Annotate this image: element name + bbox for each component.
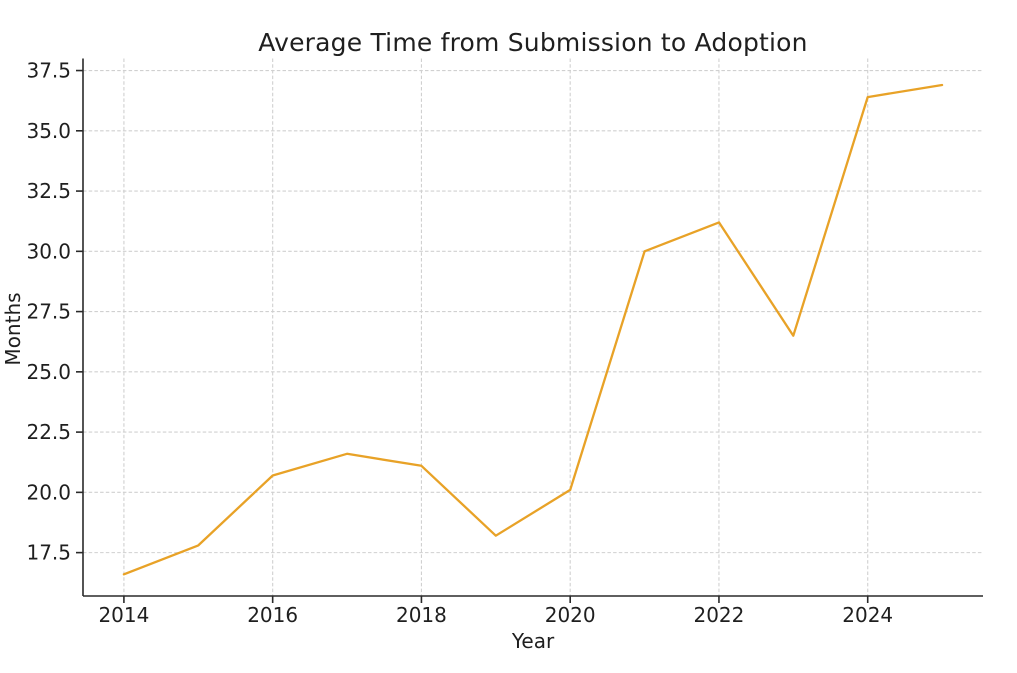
y-tick-label: 25.0	[26, 360, 71, 384]
y-tick-label: 37.5	[26, 59, 71, 83]
y-tick-label: 17.5	[26, 541, 71, 565]
data-line	[122, 83, 944, 576]
x-tick-label: 2014	[98, 603, 149, 627]
y-tick-label: 20.0	[26, 480, 71, 504]
y-tick-label: 30.0	[26, 239, 71, 263]
x-tick-label: 2016	[247, 603, 298, 627]
x-tick-label: 2024	[842, 603, 893, 627]
y-axis-label: Months	[1, 292, 25, 366]
y-tick-label: 35.0	[26, 119, 71, 143]
x-tick-label: 2018	[396, 603, 447, 627]
x-axis-label: Year	[511, 629, 555, 653]
y-tick-label: 27.5	[26, 300, 71, 324]
x-tick-label: 2022	[693, 603, 744, 627]
y-tick-label: 22.5	[26, 420, 71, 444]
chart-title: Average Time from Submission to Adoption	[258, 28, 808, 57]
x-tick-label: 2020	[545, 603, 596, 627]
y-tick-label: 32.5	[26, 179, 71, 203]
